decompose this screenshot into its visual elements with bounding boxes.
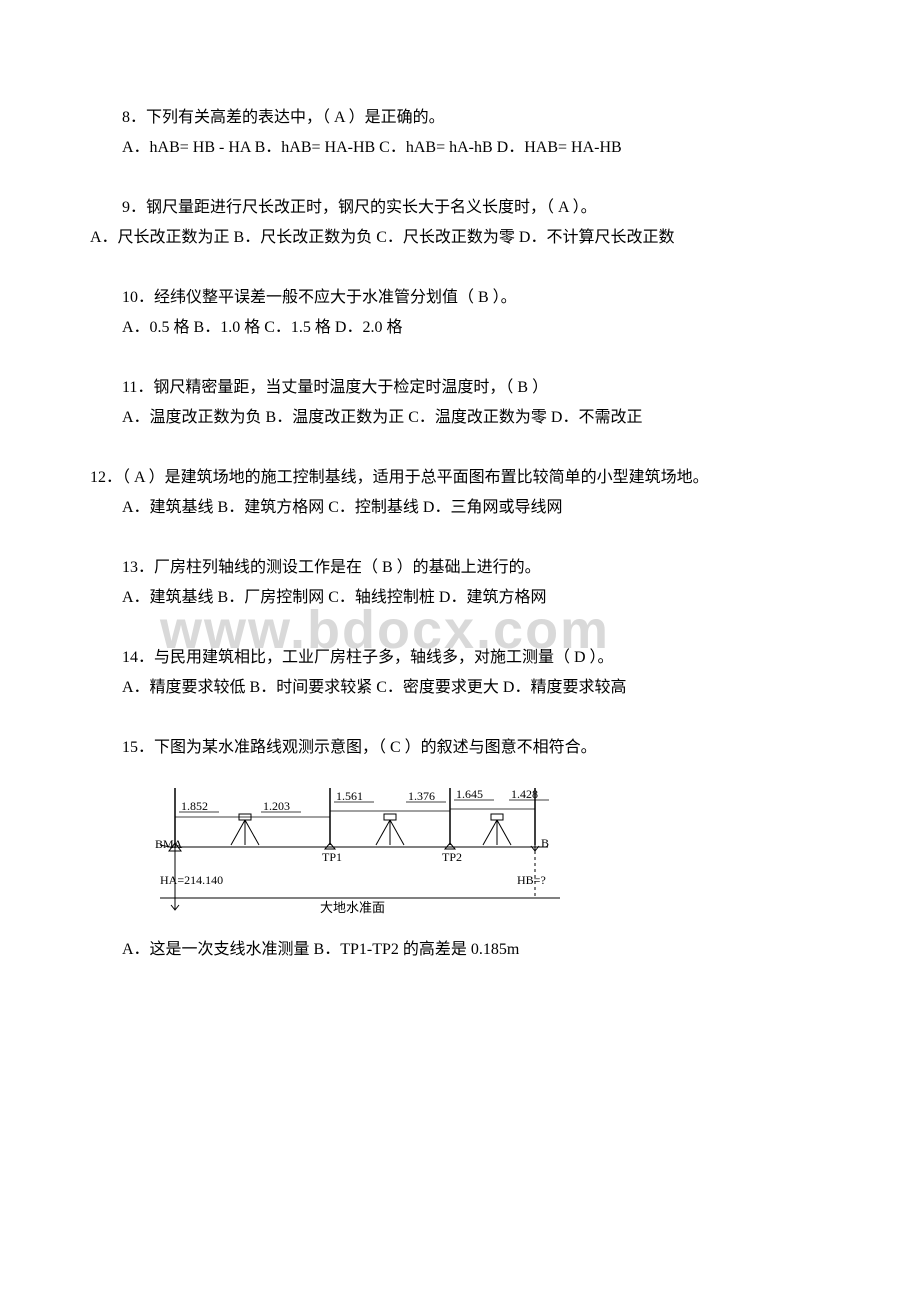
question-12: 12．（ A ）是建筑场地的施工控制基线，适用于总平面图布置比较简单的小型建筑场…	[90, 466, 830, 520]
question-11: 11．钢尺精密量距，当丈量时温度大于检定时温度时，（ B ） A．温度改正数为负…	[90, 376, 830, 430]
q15-text: 15．下图为某水准路线观测示意图，（ C ）的叙述与图意不相符合。	[90, 736, 830, 760]
svg-text:1.645: 1.645	[456, 787, 483, 801]
question-13: 13．厂房柱列轴线的测设工作是在（ B ）的基础上进行的。 A．建筑基线 B．厂…	[90, 556, 830, 610]
svg-text:B: B	[541, 836, 549, 850]
svg-text:1.376: 1.376	[408, 789, 435, 803]
q12-options: A．建筑基线 B．建筑方格网 C．控制基线 D．三角网或导线网	[90, 496, 830, 520]
svg-text:1.561: 1.561	[336, 789, 363, 803]
q12-text: 12．（ A ）是建筑场地的施工控制基线，适用于总平面图布置比较简单的小型建筑场…	[90, 466, 830, 490]
q8-options: A．hAB= HB - HA B．hAB= HA-HB C．hAB= hA-hB…	[90, 136, 830, 160]
question-15: 15．下图为某水准路线观测示意图，（ C ）的叙述与图意不相符合。 1.8521…	[90, 736, 830, 962]
svg-text:BMA: BMA	[155, 837, 183, 851]
svg-text:大地水准面: 大地水准面	[320, 900, 385, 915]
leveling-diagram: 1.852 1.203 1.561 1.376 1.645 1.428 BMA TP1 TP2 B…	[150, 770, 830, 928]
question-9: 9．钢尺量距进行尺长改正时，钢尺的实长大于名义长度时，（ A ）。 A．尺长改正…	[90, 196, 830, 250]
leveling-svg: 1.852 1.203 1.561 1.376 1.645 1.428 BMA TP1 TP2 B…	[150, 770, 570, 920]
svg-text:HA=214.140: HA=214.140	[160, 873, 223, 887]
svg-text:HB=?: HB=?	[517, 873, 546, 887]
q8-text: 8．下列有关高差的表达中，（ A ）是正确的。	[90, 106, 830, 130]
q14-text: 14．与民用建筑相比，工业厂房柱子多，轴线多，对施工测量（ D ）。	[90, 646, 830, 670]
q11-options: A．温度改正数为负 B．温度改正数为正 C．温度改正数为零 D．不需改正	[90, 406, 830, 430]
q14-options: A．精度要求较低 B．时间要求较紧 C．密度要求更大 D．精度要求较高	[90, 676, 830, 700]
svg-text:1.428: 1.428	[511, 787, 538, 801]
svg-text:1.852: 1.852	[181, 799, 208, 813]
svg-text:TP2: TP2	[442, 850, 462, 864]
q15-option-a: A．这是一次支线水准测量 B．TP1-TP2 的高差是 0.185m	[90, 938, 830, 962]
q13-text: 13．厂房柱列轴线的测设工作是在（ B ）的基础上进行的。	[90, 556, 830, 580]
q9-options: A．尺长改正数为正 B．尺长改正数为负 C．尺长改正数为零 D．不计算尺长改正数	[90, 226, 830, 250]
question-8: 8．下列有关高差的表达中，（ A ）是正确的。 A．hAB= HB - HA B…	[90, 106, 830, 160]
q10-text: 10．经纬仪整平误差一般不应大于水准管分划值（ B ）。	[90, 286, 830, 310]
svg-text:1.203: 1.203	[263, 799, 290, 813]
svg-text:TP1: TP1	[322, 850, 342, 864]
q10-options: A．0.5 格 B．1.0 格 C．1.5 格 D．2.0 格	[90, 316, 830, 340]
q9-text: 9．钢尺量距进行尺长改正时，钢尺的实长大于名义长度时，（ A ）。	[90, 196, 830, 220]
question-10: 10．经纬仪整平误差一般不应大于水准管分划值（ B ）。 A．0.5 格 B．1…	[90, 286, 830, 340]
q13-options: A．建筑基线 B．厂房控制网 C．轴线控制桩 D．建筑方格网	[90, 586, 830, 610]
question-14: 14．与民用建筑相比，工业厂房柱子多，轴线多，对施工测量（ D ）。 A．精度要…	[90, 646, 830, 700]
q11-text: 11．钢尺精密量距，当丈量时温度大于检定时温度时，（ B ）	[90, 376, 830, 400]
document-body: 8．下列有关高差的表达中，（ A ）是正确的。 A．hAB= HB - HA B…	[90, 106, 830, 962]
